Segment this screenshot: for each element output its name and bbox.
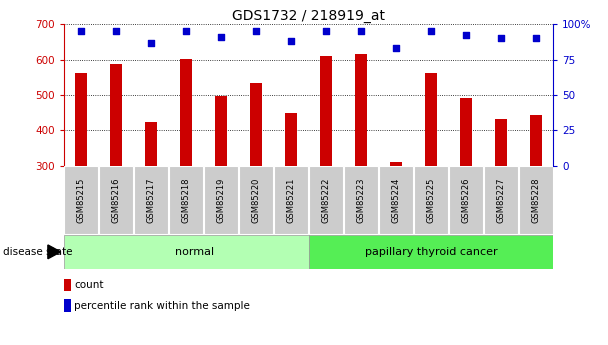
Text: percentile rank within the sample: percentile rank within the sample <box>74 301 250 310</box>
Bar <box>250 83 262 166</box>
Bar <box>204 166 238 234</box>
Point <box>496 36 506 41</box>
Bar <box>110 64 122 166</box>
Polygon shape <box>48 245 61 259</box>
Text: disease state: disease state <box>3 247 72 257</box>
Text: GSM85219: GSM85219 <box>216 177 226 223</box>
Bar <box>75 72 88 166</box>
Bar <box>309 166 343 234</box>
Text: GSM85215: GSM85215 <box>77 177 86 223</box>
Bar <box>484 166 518 234</box>
Bar <box>414 166 448 234</box>
Text: count: count <box>74 280 104 290</box>
Text: normal: normal <box>175 247 215 257</box>
Text: GSM85218: GSM85218 <box>182 177 191 223</box>
Bar <box>355 54 367 166</box>
Bar <box>169 166 203 234</box>
Text: GSM85228: GSM85228 <box>531 177 541 223</box>
Point <box>321 28 331 34</box>
Point <box>356 28 366 34</box>
Text: papillary thyroid cancer: papillary thyroid cancer <box>365 247 497 257</box>
Text: GSM85225: GSM85225 <box>426 177 435 223</box>
Bar <box>449 166 483 234</box>
Bar <box>320 56 332 166</box>
Bar <box>239 166 273 234</box>
Point <box>181 28 191 34</box>
Point <box>286 38 296 44</box>
Bar <box>425 73 437 166</box>
Text: GSM85222: GSM85222 <box>322 177 331 223</box>
Bar <box>344 166 378 234</box>
Text: GSM85223: GSM85223 <box>356 177 365 223</box>
Point <box>391 46 401 51</box>
Bar <box>519 166 553 234</box>
Bar <box>64 299 72 312</box>
Bar <box>215 96 227 166</box>
Bar <box>180 59 192 166</box>
Bar <box>64 279 72 291</box>
Text: GSM85220: GSM85220 <box>252 177 261 223</box>
Bar <box>64 235 308 269</box>
Bar <box>530 115 542 166</box>
Text: GSM85227: GSM85227 <box>496 177 505 223</box>
Point <box>111 28 121 34</box>
Title: GDS1732 / 218919_at: GDS1732 / 218919_at <box>232 9 385 23</box>
Point <box>531 36 541 41</box>
Point <box>251 28 261 34</box>
Bar <box>64 166 98 234</box>
Text: GSM85216: GSM85216 <box>112 177 121 223</box>
Text: GSM85226: GSM85226 <box>461 177 471 223</box>
Text: GSM85221: GSM85221 <box>286 177 295 223</box>
Bar <box>285 112 297 166</box>
Point <box>216 34 226 40</box>
Text: GSM85224: GSM85224 <box>392 177 401 223</box>
Bar <box>145 122 157 166</box>
Point <box>426 28 436 34</box>
Point <box>461 33 471 38</box>
Bar <box>99 166 133 234</box>
Bar <box>274 166 308 234</box>
Point <box>147 40 156 45</box>
Bar <box>460 98 472 166</box>
Bar <box>308 235 553 269</box>
Bar <box>379 166 413 234</box>
Bar <box>495 119 507 166</box>
Text: GSM85217: GSM85217 <box>147 177 156 223</box>
Point <box>77 28 86 34</box>
Bar <box>134 166 168 234</box>
Bar <box>390 162 402 166</box>
